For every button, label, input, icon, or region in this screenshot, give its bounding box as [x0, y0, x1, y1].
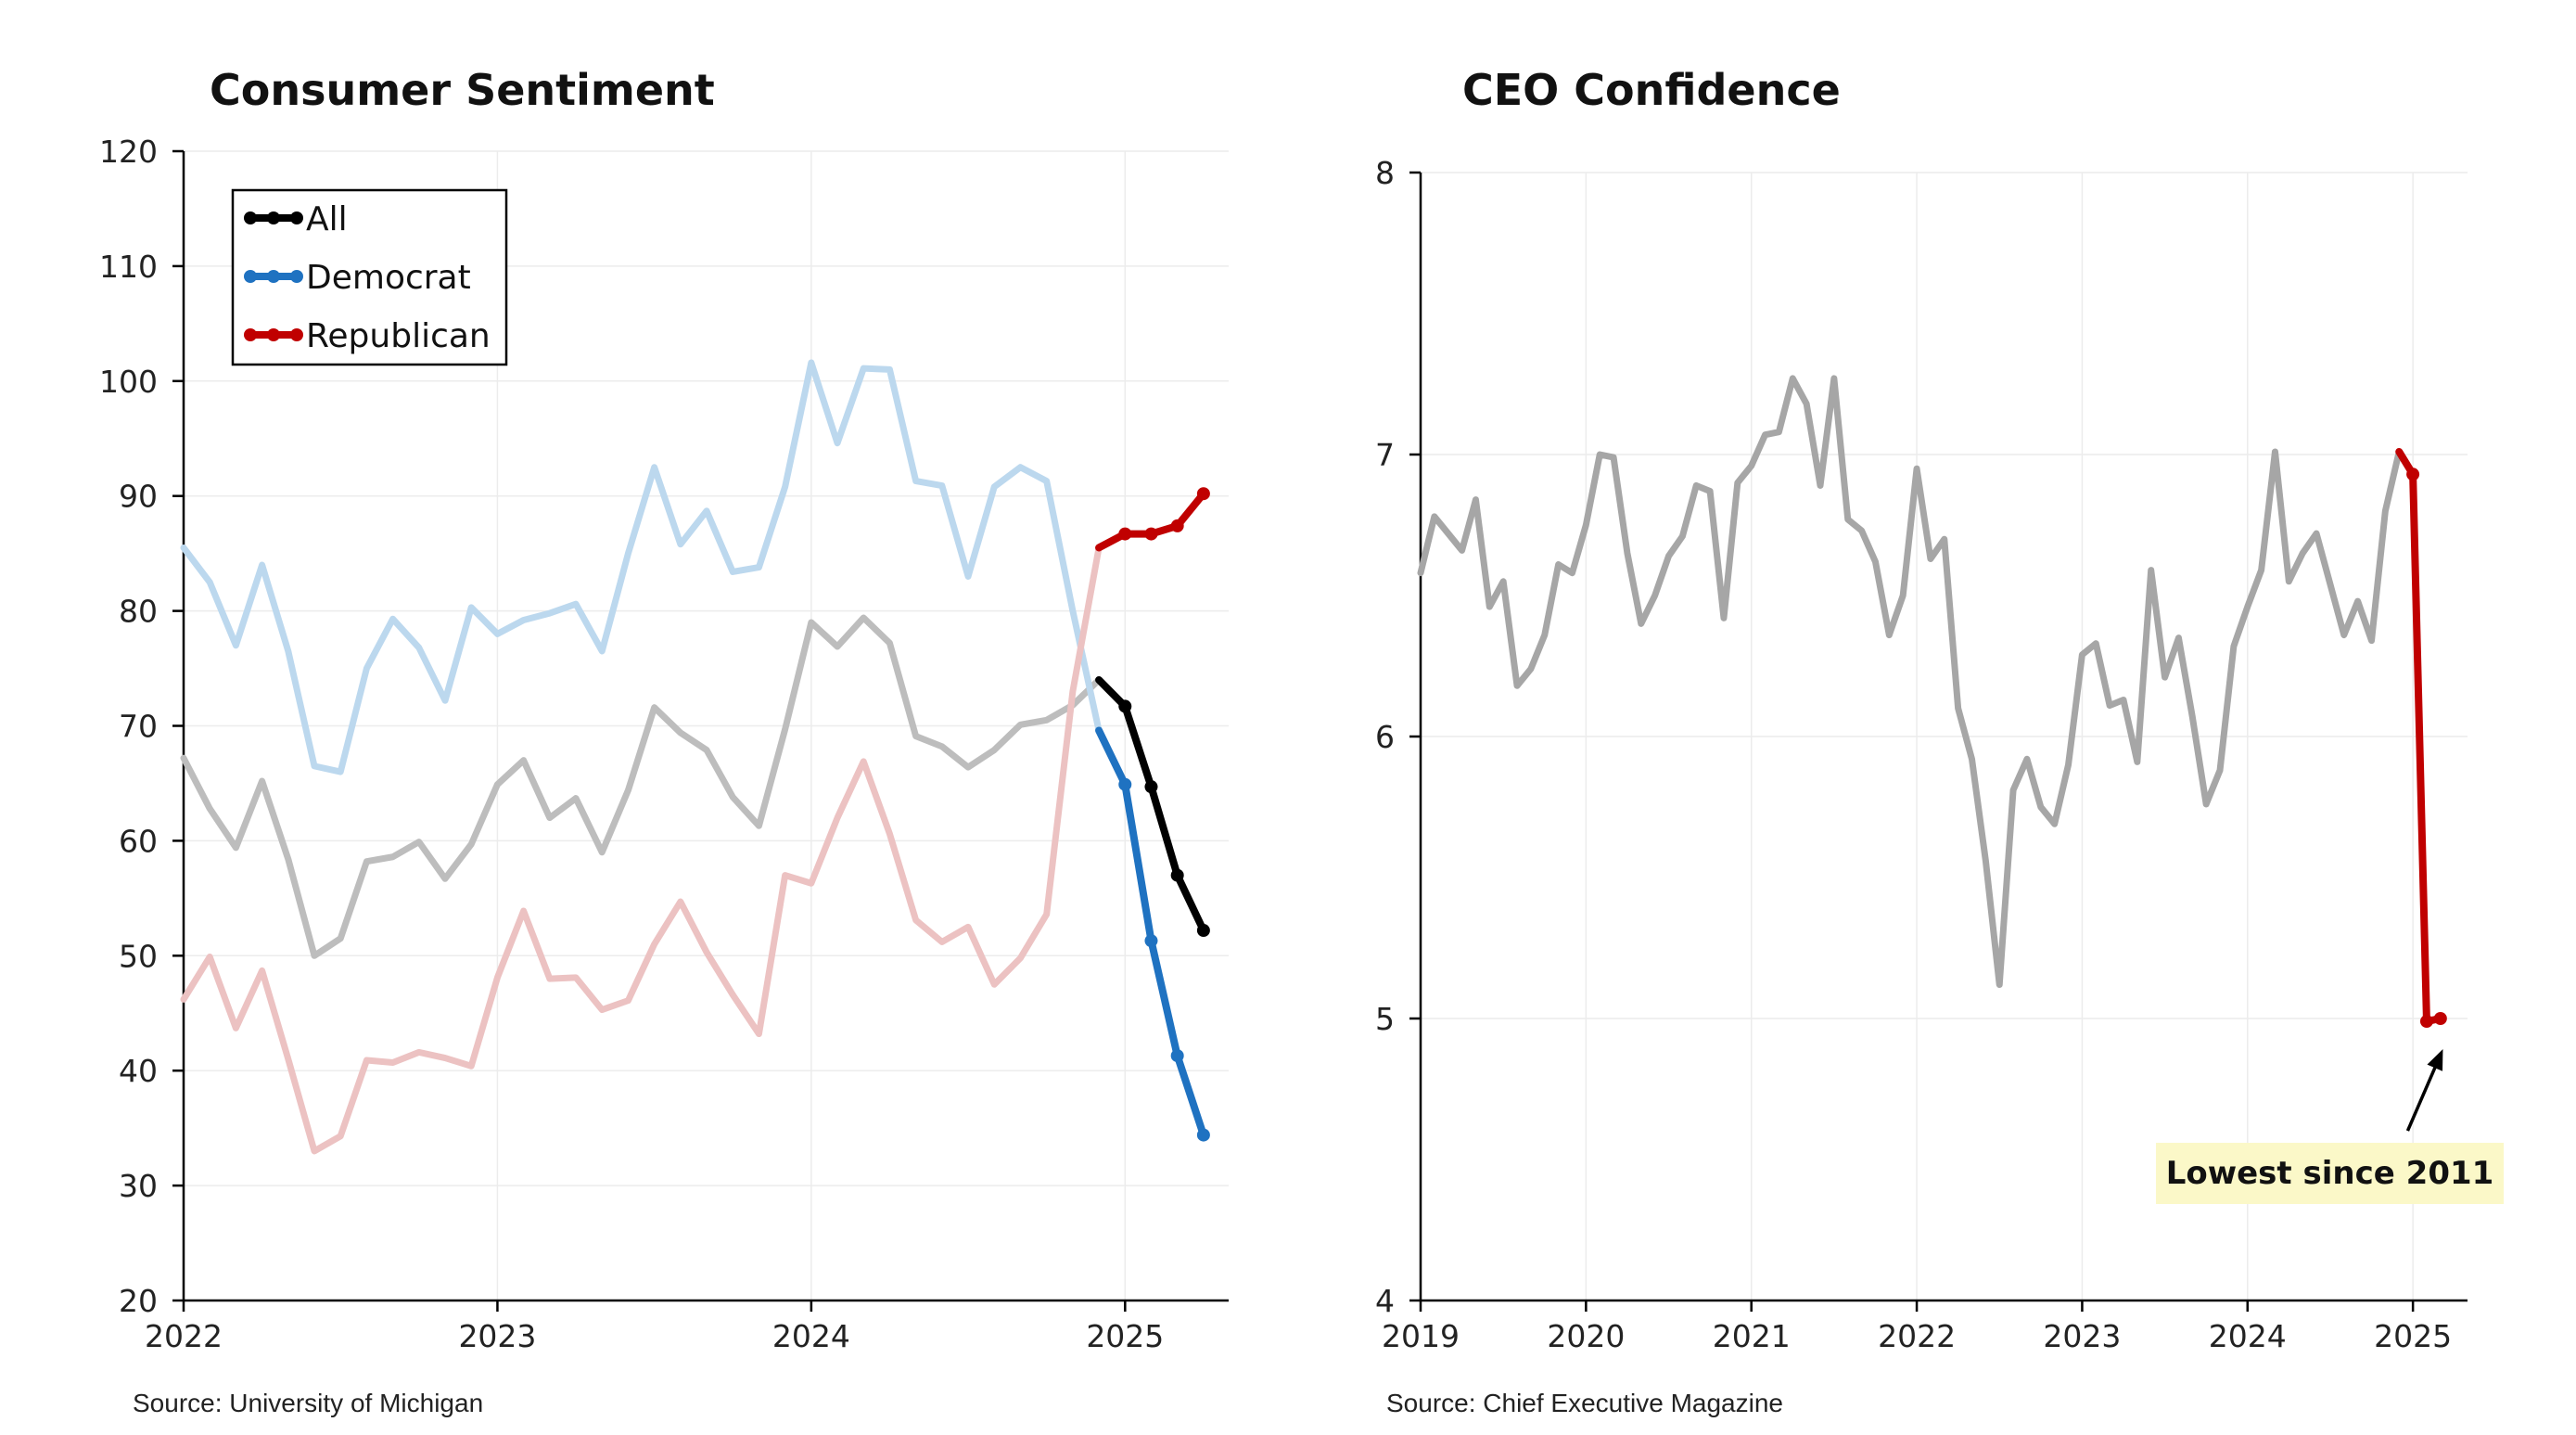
legend-marker-republican — [267, 328, 280, 341]
legend-marker-republican — [290, 328, 303, 341]
y-tick-label: 70 — [119, 709, 158, 745]
democrat-marker — [1144, 934, 1158, 948]
democrat-marker — [1196, 1128, 1210, 1142]
x-tick-label: 2025 — [1086, 1318, 1164, 1354]
republican-marker — [1144, 527, 1158, 541]
y-tick-label: 5 — [1375, 1001, 1395, 1037]
x-tick-label: 2022 — [1878, 1318, 1956, 1354]
chart-legend: All Democrat Republican — [231, 188, 508, 366]
x-tick-label: 2021 — [1713, 1318, 1791, 1354]
ceo-confidence-marker — [2433, 1012, 2447, 1025]
all-marker — [1196, 924, 1210, 938]
legend-label-republican: Republican — [306, 317, 491, 355]
y-tick-label: 8 — [1375, 155, 1395, 191]
legend-marker-democrat — [244, 270, 257, 283]
left-source-note: Source: University of Michigan — [133, 1389, 484, 1417]
x-tick-label: 2024 — [2209, 1318, 2287, 1354]
left-chart-title: Consumer Sentiment — [210, 65, 715, 115]
y-tick-label: 60 — [119, 823, 158, 859]
ceo-confidence-marker — [2419, 1015, 2433, 1029]
x-tick-label: 2023 — [458, 1318, 536, 1354]
annotation-arrow-line — [2405, 1061, 2440, 1132]
democrat-marker — [1118, 777, 1132, 791]
y-tick-label: 120 — [99, 134, 158, 170]
ceo-confidence-recent-line — [2395, 447, 2444, 1026]
all-marker — [1118, 699, 1132, 713]
republican-history-line — [180, 544, 1103, 1155]
y-tick-label: 20 — [119, 1283, 158, 1319]
y-tick-label: 30 — [119, 1168, 158, 1204]
democrat-history-line — [180, 359, 1103, 775]
legend-label-all: All — [306, 200, 348, 238]
x-tick-label: 2024 — [772, 1318, 850, 1354]
y-tick-label: 4 — [1375, 1283, 1395, 1319]
republican-marker — [1170, 519, 1184, 532]
legend-marker-all — [290, 211, 303, 224]
legend-marker-democrat — [290, 270, 303, 283]
x-tick-label: 2022 — [145, 1318, 223, 1354]
legend-item-republican: Republican — [244, 317, 491, 355]
x-tick-label: 2020 — [1547, 1318, 1625, 1354]
y-tick-label: 110 — [99, 249, 158, 285]
right-chart-title: CEO Confidence — [1462, 65, 1841, 115]
legend-label-democrat: Democrat — [306, 259, 471, 297]
y-tick-label: 6 — [1375, 719, 1395, 755]
x-tick-label: 2023 — [2043, 1318, 2121, 1354]
y-tick-label: 80 — [119, 594, 158, 630]
legend-marker-all — [244, 211, 257, 224]
y-tick-label: 100 — [99, 364, 158, 400]
x-tick-label: 2019 — [1382, 1318, 1460, 1354]
legend-marker-republican — [244, 328, 257, 341]
legend-item-democrat: Democrat — [244, 259, 471, 297]
y-tick-label: 40 — [119, 1053, 158, 1089]
left-chart: 20 30 40 50 60 70 80 90 100 110 120 2022 2023 2024 202… — [99, 134, 1229, 1354]
all-history-line — [180, 614, 1103, 959]
right-source-note: Source: Chief Executive Magazine — [1386, 1389, 1783, 1417]
all-marker — [1170, 868, 1184, 882]
y-tick-label: 50 — [119, 938, 158, 974]
y-tick-label: 90 — [119, 479, 158, 515]
ceo-confidence-history-line — [1417, 375, 2403, 989]
annotation-arrow-head — [2427, 1049, 2443, 1071]
annotation-label: Lowest since 2011 — [2156, 1143, 2504, 1204]
y-tick-label: 7 — [1375, 437, 1395, 473]
republican-marker — [1196, 487, 1210, 501]
legend-item-all: All — [244, 200, 348, 238]
republican-marker — [1118, 527, 1132, 541]
right-chart: 4 5 6 7 8 2019 2020 2021 2022 2023 2024 2025 — [1375, 155, 2468, 1354]
ceo-confidence-marker — [2406, 468, 2420, 481]
legend-marker-all — [267, 211, 280, 224]
democrat-marker — [1170, 1049, 1184, 1063]
all-recent-line — [1095, 675, 1207, 935]
legend-marker-democrat — [267, 270, 280, 283]
all-marker — [1144, 780, 1158, 794]
x-tick-label: 2025 — [2374, 1318, 2452, 1354]
